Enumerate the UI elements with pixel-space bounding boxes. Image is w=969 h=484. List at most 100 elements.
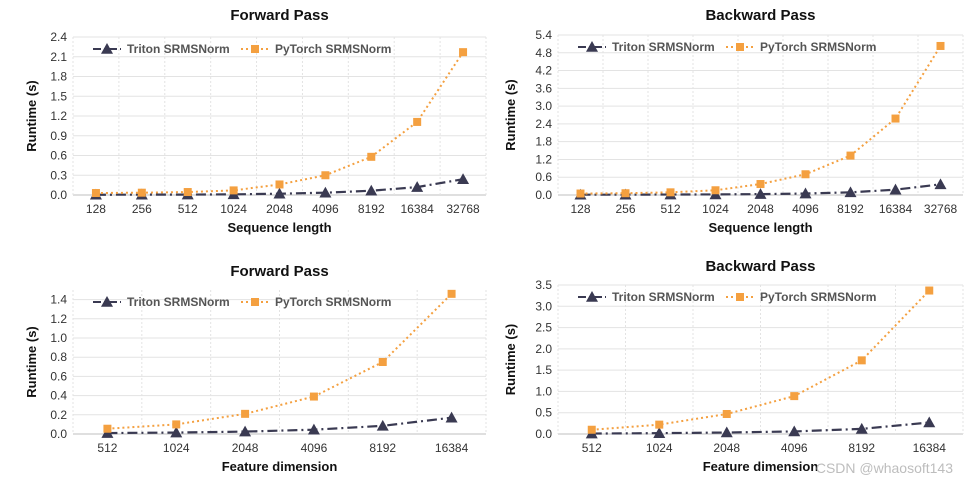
y-tick-label: 0.4 xyxy=(50,389,67,403)
data-point-pytorch xyxy=(621,189,630,198)
y-tick-label: 3.5 xyxy=(535,278,552,292)
data-point-triton xyxy=(411,181,424,192)
y-tick-label: 0.0 xyxy=(535,427,552,441)
y-tick-label: 0.5 xyxy=(535,406,552,420)
chart-4: 0.0 0.5 1.0 1.5 2.0 2.5 3.0 3.5 512 1024 2048 4096 8… xyxy=(503,258,964,474)
y-tick-label: 0.9 xyxy=(50,129,67,143)
chart-2: 0.0 0.6 1.2 1.8 2.4 3.0 3.6 4.2 4.8 5.4 128 256 512 1… xyxy=(503,7,964,235)
data-point-triton xyxy=(170,426,183,438)
series-line-triton xyxy=(591,421,930,435)
x-tick-label: 16384 xyxy=(913,441,947,455)
x-tick-label: 8192 xyxy=(848,441,875,455)
y-tick-label: 2.5 xyxy=(535,321,552,335)
data-point-pytorch xyxy=(103,424,112,433)
data-point-pytorch xyxy=(936,41,945,50)
data-point-triton xyxy=(720,426,733,438)
y-tick-label: 1.0 xyxy=(535,384,552,398)
data-point-pytorch xyxy=(846,151,855,160)
series-line-triton xyxy=(107,416,452,435)
data-point-pytorch xyxy=(891,114,900,123)
data-point-pytorch xyxy=(172,420,181,429)
data-point-pytorch xyxy=(925,286,934,295)
x-tick-label: 1024 xyxy=(702,202,729,216)
data-point-pytorch xyxy=(790,392,799,401)
chart-title: Backward Pass xyxy=(705,7,815,24)
x-tick-label: 512 xyxy=(97,441,117,455)
data-point-triton xyxy=(923,416,936,428)
y-tick-label: 0.8 xyxy=(50,350,67,364)
x-tick-label: 4096 xyxy=(312,202,339,216)
y-tick-label: 1.2 xyxy=(50,312,67,326)
data-point-triton xyxy=(376,419,389,431)
series-line-pytorch xyxy=(591,289,930,431)
data-point-pytorch xyxy=(229,186,238,195)
x-tick-label: 4096 xyxy=(792,202,819,216)
x-axis-label: Feature dimension xyxy=(703,459,819,474)
chart-title: Forward Pass xyxy=(230,263,328,280)
legend-label: Triton SRMSNorm xyxy=(612,40,715,54)
watermark: CSDN @whaosoft143 xyxy=(815,460,953,476)
data-point-triton xyxy=(319,186,332,198)
x-tick-label: 32768 xyxy=(446,202,480,216)
x-tick-label: 4096 xyxy=(301,441,328,455)
x-tick-label: 256 xyxy=(132,202,152,216)
y-tick-label: 1.5 xyxy=(50,89,67,103)
y-tick-label: 3.0 xyxy=(535,299,552,313)
x-tick-label: 8192 xyxy=(369,441,396,455)
data-point-triton xyxy=(365,184,378,196)
data-point-triton xyxy=(653,427,666,438)
y-tick-label: 4.8 xyxy=(535,46,552,60)
chart-3: 0.0 0.2 0.4 0.6 0.8 1.0 1.2 1.4 512 1024 2048 4096 8… xyxy=(24,263,487,474)
data-point-pytorch xyxy=(321,171,330,180)
legend: Triton SRMSNorm PyTorch SRMSNorm xyxy=(93,42,391,56)
x-tick-label: 512 xyxy=(582,441,602,455)
x-tick-label: 8192 xyxy=(837,202,864,216)
x-tick-label: 32768 xyxy=(924,202,958,216)
x-axis-label: Sequence length xyxy=(227,220,331,235)
x-tick-label: 128 xyxy=(86,202,106,216)
x-axis-label: Feature dimension xyxy=(222,459,338,474)
x-tick-label: 4096 xyxy=(781,441,808,455)
data-point-pytorch xyxy=(459,48,468,57)
data-point-pytorch xyxy=(666,188,675,197)
x-tick-label: 512 xyxy=(660,202,680,216)
y-tick-label: 2.4 xyxy=(50,30,67,44)
data-point-triton xyxy=(307,423,320,435)
data-point-pytorch xyxy=(587,425,596,434)
chart-1: 0.0 0.3 0.6 0.9 1.2 1.5 1.8 2.1 2.4 128 256 512 1024… xyxy=(24,7,487,235)
legend-marker xyxy=(736,293,744,301)
y-tick-label: 0.6 xyxy=(535,170,552,184)
data-point-pytorch xyxy=(91,189,100,198)
legend-label: PyTorch SRMSNorm xyxy=(760,40,876,54)
series-line-pytorch xyxy=(95,51,464,195)
y-axis-label: Runtime (s) xyxy=(24,80,39,152)
legend-marker xyxy=(251,45,259,53)
y-axis-label: Runtime (s) xyxy=(503,324,518,396)
y-tick-label: 0.0 xyxy=(50,427,67,441)
legend-label: PyTorch SRMSNorm xyxy=(275,295,391,309)
y-tick-label: 0.6 xyxy=(50,369,67,383)
y-tick-label: 4.2 xyxy=(535,64,552,78)
chart-title: Forward Pass xyxy=(230,7,328,24)
x-tick-label: 1024 xyxy=(163,441,190,455)
data-point-pytorch xyxy=(309,392,318,401)
y-tick-label: 2.1 xyxy=(50,50,67,64)
legend: Triton SRMSNorm PyTorch SRMSNorm xyxy=(93,295,391,309)
data-point-pytorch xyxy=(801,170,810,179)
x-tick-label: 128 xyxy=(570,202,590,216)
legend-marker xyxy=(586,41,598,52)
x-tick-label: 2048 xyxy=(747,202,774,216)
data-point-pytorch xyxy=(378,358,387,366)
data-point-pytorch xyxy=(413,117,422,126)
y-tick-label: 2.0 xyxy=(535,342,552,356)
chart-title: Backward Pass xyxy=(705,258,815,275)
legend-label: Triton SRMSNorm xyxy=(127,42,230,56)
data-point-triton xyxy=(934,178,947,190)
x-tick-label: 8192 xyxy=(358,202,385,216)
y-tick-label: 3.0 xyxy=(535,99,552,113)
data-point-triton xyxy=(457,173,470,184)
x-tick-label: 512 xyxy=(178,202,198,216)
data-point-triton xyxy=(754,188,767,199)
legend-label: PyTorch SRMSNorm xyxy=(760,290,876,304)
